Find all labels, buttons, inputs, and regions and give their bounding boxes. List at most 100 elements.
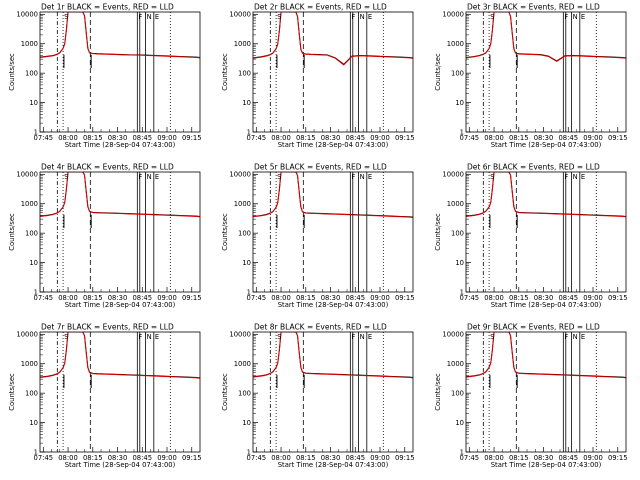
x-tick-label: 09:00 xyxy=(157,454,177,462)
x-tick-label: 08:45 xyxy=(132,294,152,302)
y-tick-label: 1 xyxy=(34,128,38,136)
x-tick-label: 07:45 xyxy=(460,454,480,462)
marker-letter: F xyxy=(138,173,142,181)
x-tick-label: 09:15 xyxy=(395,454,415,462)
x-tick-label: 09:15 xyxy=(182,454,202,462)
marker-letter: N xyxy=(573,333,578,341)
panel-title: Det 5r BLACK = Events, RED = LLD xyxy=(254,163,387,172)
x-tick-label: 08:15 xyxy=(296,294,316,302)
x-tick-label: 08:30 xyxy=(534,454,554,462)
panel-6: Det 6r BLACK = Events, RED = LLD 1 10 100 10… xyxy=(434,163,628,310)
y-tick-label: 10000 xyxy=(442,11,464,19)
x-tick-label: 08:45 xyxy=(345,294,365,302)
y-tick-label: 1000 xyxy=(234,200,251,208)
x-tick-label: 07:45 xyxy=(460,294,480,302)
x-tick-label: 08:00 xyxy=(271,134,291,142)
marker-letter: S xyxy=(277,333,281,341)
x-tick-label: 08:15 xyxy=(509,294,529,302)
x-tick-label: 08:15 xyxy=(509,454,529,462)
plot-frame xyxy=(252,171,414,293)
y-tick-label: 10 xyxy=(455,419,464,427)
y-tick-label: 10 xyxy=(242,99,251,107)
y-axis-label: Counts/sec xyxy=(434,53,442,91)
panel-title: Det 2r BLACK = Events, RED = LLD xyxy=(254,3,387,12)
x-tick-label: 09:00 xyxy=(157,294,177,302)
plot-frame xyxy=(465,171,627,293)
lld-series-line xyxy=(40,172,200,218)
panel-1: Det 1r BLACK = Events, RED = LLD 1 10 100 10… xyxy=(8,3,202,150)
y-tick-label: 10000 xyxy=(16,331,38,339)
x-tick-label: 08:00 xyxy=(484,454,504,462)
y-tick-label: 1 xyxy=(460,448,464,456)
marker-letter: F xyxy=(351,13,355,21)
y-axis-label: Counts/sec xyxy=(8,213,16,251)
x-tick-label: 09:00 xyxy=(583,294,603,302)
panel-title: Det 9r BLACK = Events, RED = LLD xyxy=(467,323,600,332)
x-tick-label: 09:00 xyxy=(370,454,390,462)
y-tick-label: 1 xyxy=(460,288,464,296)
y-tick-label: 10 xyxy=(29,259,38,267)
y-axis-label: Counts/sec xyxy=(8,53,16,91)
y-tick-label: 1000 xyxy=(234,360,251,368)
plot-frame xyxy=(39,331,201,453)
x-tick-label: 08:30 xyxy=(534,294,554,302)
lld-series-line xyxy=(466,12,626,63)
x-tick-label: 08:30 xyxy=(534,134,554,142)
marker-letter: N xyxy=(147,13,152,21)
y-tick-label: 1 xyxy=(247,128,251,136)
x-tick-label: 08:45 xyxy=(345,454,365,462)
x-axis-label: Start Time (28-Sep-04 07:43:00) xyxy=(65,301,176,309)
panel-3: Det 3r BLACK = Events, RED = LLD 1 10 100 10… xyxy=(434,3,628,150)
plot-frame xyxy=(465,11,627,133)
y-tick-label: 100 xyxy=(451,69,464,77)
x-tick-label: 08:45 xyxy=(132,454,152,462)
panel-5: Det 5r BLACK = Events, RED = LLD 1 10 100 10… xyxy=(221,163,415,310)
x-tick-label: 08:30 xyxy=(108,454,128,462)
x-tick-label: 07:45 xyxy=(34,294,54,302)
y-tick-label: 1 xyxy=(34,448,38,456)
x-tick-label: 08:15 xyxy=(296,454,316,462)
x-tick-label: 08:45 xyxy=(132,134,152,142)
y-tick-label: 10 xyxy=(29,99,38,107)
lld-series-line xyxy=(253,332,413,379)
y-tick-label: 1000 xyxy=(447,40,464,48)
y-axis-label: Counts/sec xyxy=(434,373,442,411)
x-tick-label: 08:30 xyxy=(321,294,341,302)
x-tick-label: 07:45 xyxy=(247,294,267,302)
y-tick-label: 100 xyxy=(238,389,251,397)
marker-letter: E xyxy=(368,173,372,181)
lld-series-line xyxy=(466,172,626,218)
y-tick-label: 1000 xyxy=(21,360,38,368)
y-tick-label: 100 xyxy=(451,229,464,237)
panel-title: Det 3r BLACK = Events, RED = LLD xyxy=(467,3,600,12)
y-tick-label: 10000 xyxy=(442,171,464,179)
marker-letter: E xyxy=(155,333,159,341)
y-tick-label: 10000 xyxy=(16,171,38,179)
y-tick-label: 1000 xyxy=(447,200,464,208)
x-tick-label: 07:45 xyxy=(34,454,54,462)
marker-letter: N xyxy=(360,13,365,21)
x-tick-label: 08:45 xyxy=(558,134,578,142)
y-tick-label: 100 xyxy=(25,389,38,397)
x-tick-label: 08:00 xyxy=(484,294,504,302)
panel-7: Det 7r BLACK = Events, RED = LLD 1 10 100 10… xyxy=(8,323,202,470)
marker-letter: S xyxy=(277,173,281,181)
x-tick-label: 09:00 xyxy=(370,134,390,142)
x-tick-label: 09:15 xyxy=(608,294,628,302)
marker-letter: N xyxy=(360,173,365,181)
x-tick-label: 07:45 xyxy=(247,134,267,142)
lld-series-line xyxy=(466,332,626,379)
y-tick-label: 1 xyxy=(34,288,38,296)
x-tick-label: 07:45 xyxy=(247,454,267,462)
y-tick-label: 10 xyxy=(455,99,464,107)
y-tick-label: 10000 xyxy=(229,11,251,19)
y-tick-label: 100 xyxy=(238,229,251,237)
x-tick-label: 08:30 xyxy=(108,294,128,302)
marker-letter: E xyxy=(581,333,585,341)
marker-letter: F xyxy=(564,173,568,181)
x-axis-label: Start Time (28-Sep-04 07:43:00) xyxy=(278,461,389,469)
marker-letter: S xyxy=(277,13,281,21)
panel-4: Det 4r BLACK = Events, RED = LLD 1 10 100 10… xyxy=(8,163,202,310)
y-tick-label: 10 xyxy=(455,259,464,267)
